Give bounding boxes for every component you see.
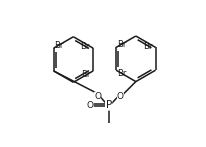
Text: O: O [94,92,101,101]
Text: Br: Br [80,70,90,79]
Text: Br: Br [116,40,126,49]
Text: Br: Br [80,42,89,51]
Text: Br: Br [116,69,126,78]
Text: P: P [105,100,111,110]
Text: Br: Br [54,41,63,50]
Text: O: O [86,101,93,110]
Text: O: O [116,92,123,101]
Text: Br: Br [143,42,152,51]
